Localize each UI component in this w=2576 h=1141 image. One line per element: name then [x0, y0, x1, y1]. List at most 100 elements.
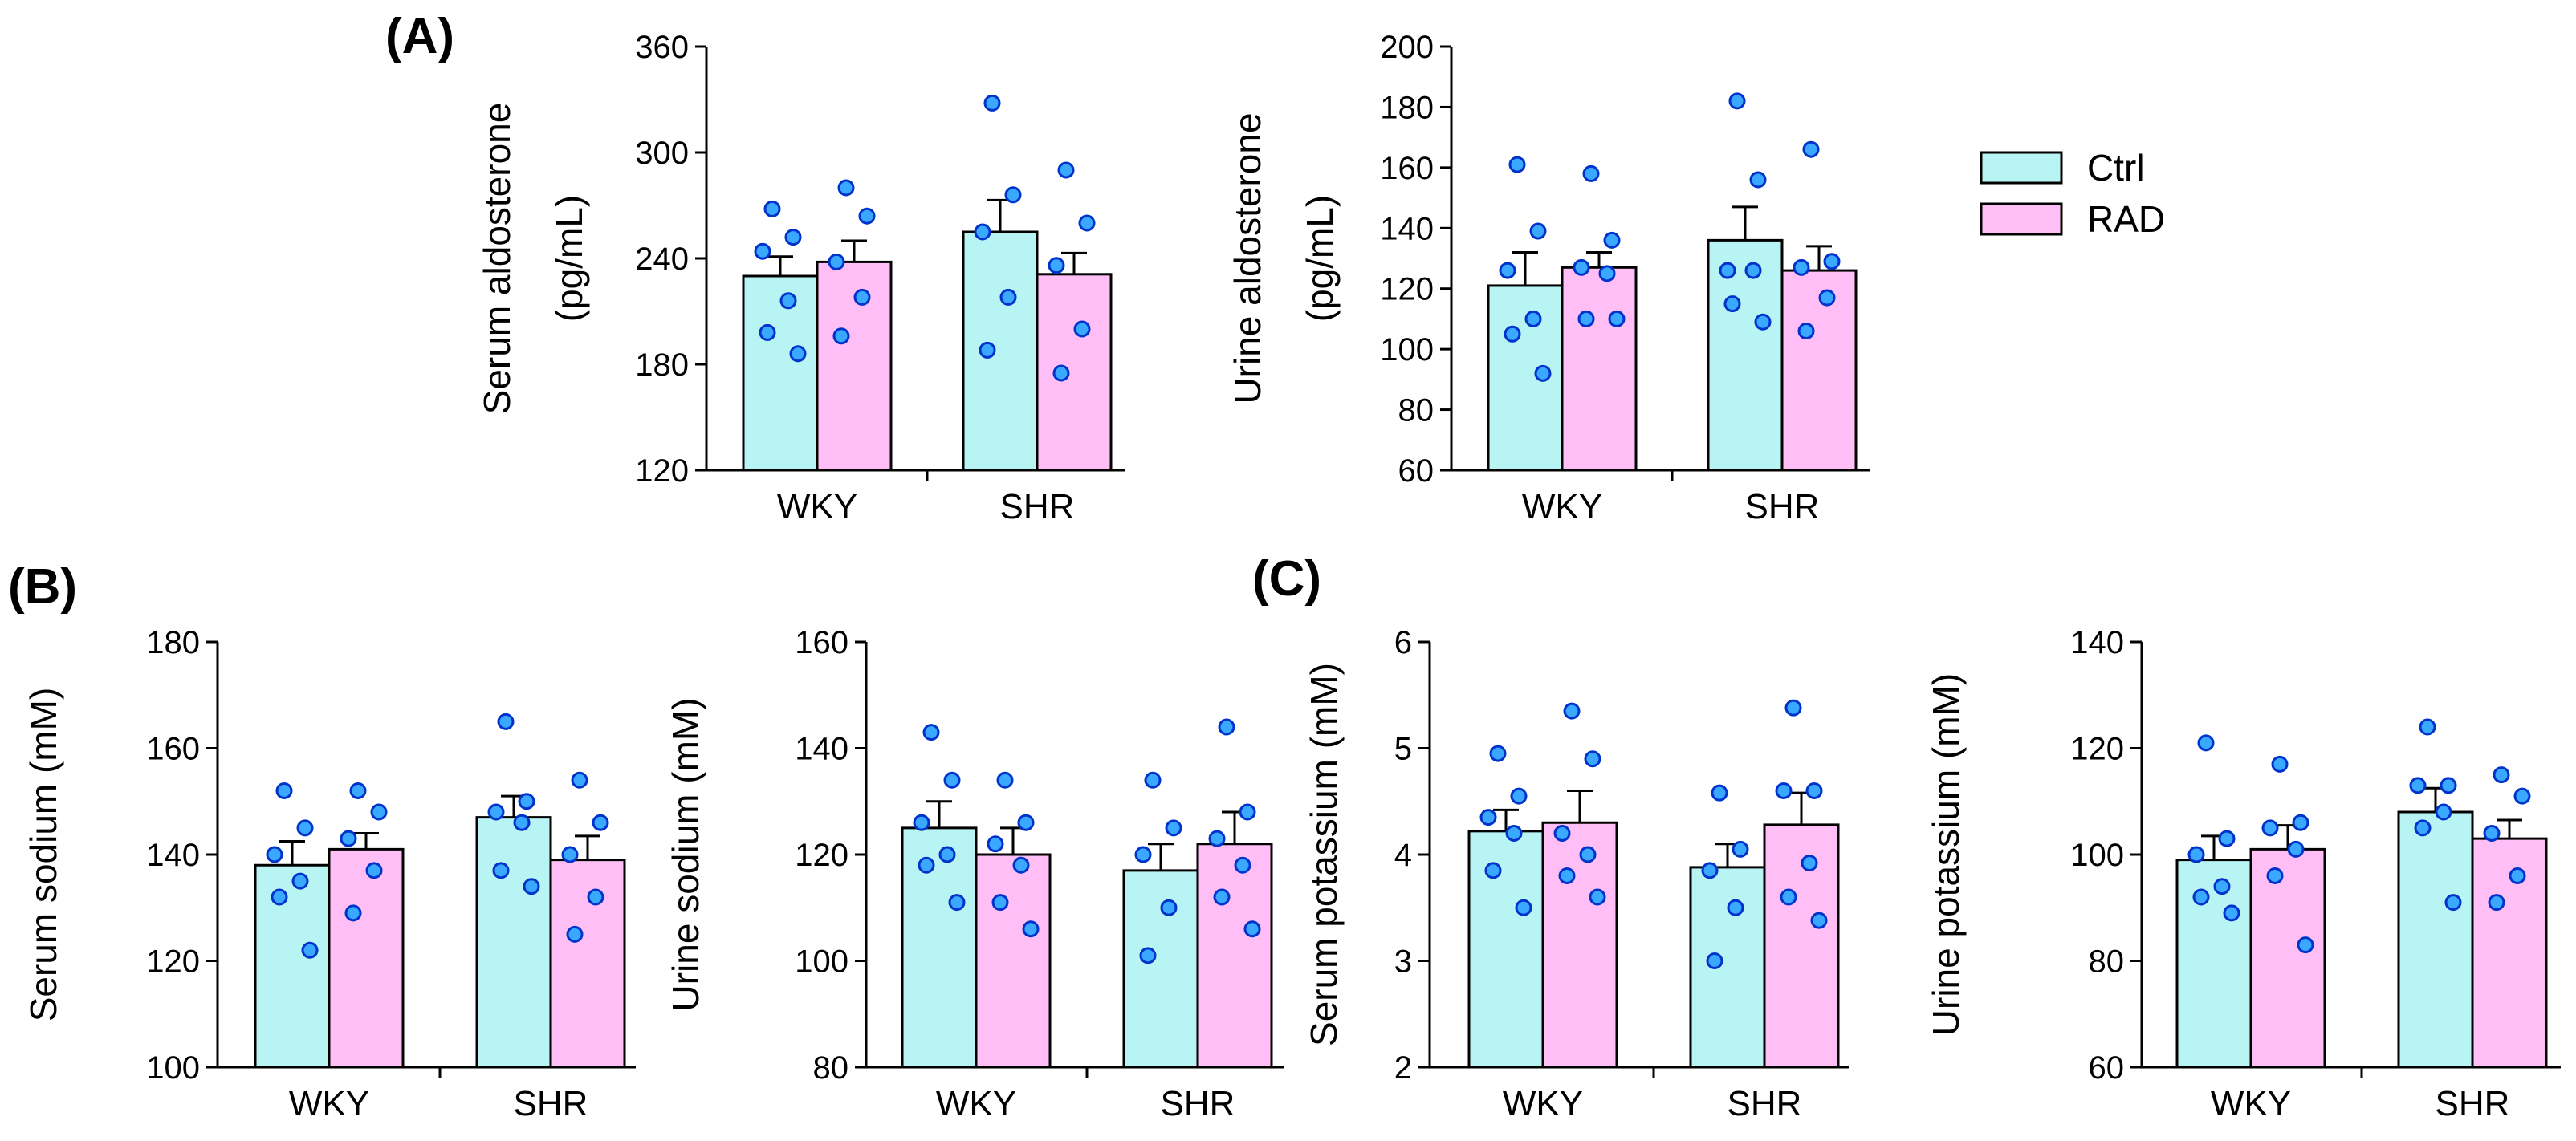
y-axis-label: (pg/mL) — [548, 195, 590, 322]
y-tick-label: 300 — [635, 136, 689, 171]
data-point — [1239, 803, 1256, 821]
y-tick-label: 2 — [1394, 1050, 1412, 1086]
data-point — [1797, 323, 1815, 340]
panel-label-a: (A) — [385, 9, 454, 64]
data-point — [340, 830, 357, 847]
y-tick-label: 100 — [2070, 838, 2124, 873]
y-axis-label: (pg/mL) — [1299, 195, 1341, 322]
data-point — [1508, 156, 1526, 173]
bar-rad-shr — [2471, 837, 2548, 1069]
data-point — [518, 793, 535, 810]
data-point — [987, 835, 1004, 853]
data-point — [1558, 867, 1576, 884]
chart-4: 80 100 120 140 160 Urine sodium (mM) WKY SHR — [665, 625, 1284, 1123]
bar-rad-wky — [328, 847, 405, 1069]
data-point — [2218, 830, 2236, 847]
data-point — [1017, 814, 1035, 831]
data-point — [1780, 888, 1797, 906]
y-tick-label: 120 — [635, 453, 689, 489]
data-point — [2414, 819, 2432, 837]
bar-ctrl-wky — [2175, 859, 2252, 1069]
data-point — [592, 814, 609, 831]
data-point — [1719, 262, 1736, 279]
y-tick-label: 6 — [1394, 625, 1412, 660]
data-point — [2513, 787, 2531, 805]
y-tick-label: 120 — [146, 944, 200, 980]
data-point — [2266, 867, 2284, 884]
data-point — [1589, 888, 1606, 906]
x-tick-label: WKY — [289, 1084, 369, 1123]
chart-5: 2 3 4 5 6 Serum potassium (mM) WKY SHR — [1303, 625, 1849, 1123]
data-point — [1139, 947, 1157, 964]
data-point — [828, 253, 845, 270]
bar-ctrl-shr — [962, 230, 1039, 472]
data-point — [1134, 846, 1152, 863]
data-point — [922, 724, 940, 741]
data-point — [349, 782, 367, 799]
data-point — [296, 819, 314, 837]
data-point — [1603, 231, 1621, 249]
data-point — [1801, 855, 1818, 872]
bar-rad-wky — [975, 853, 1052, 1069]
data-point — [1582, 164, 1600, 182]
data-point — [2213, 878, 2231, 895]
bar-rad-shr — [1763, 823, 1840, 1069]
bar-rad-wky — [816, 260, 893, 472]
data-point — [1711, 784, 1728, 802]
data-point — [943, 771, 961, 789]
x-tick-label: WKY — [2211, 1084, 2291, 1123]
y-tick-label: 4 — [1394, 838, 1412, 873]
data-point — [763, 200, 781, 217]
bar-rad-shr — [1036, 273, 1113, 472]
data-point — [1234, 856, 1251, 874]
data-point — [1208, 830, 1226, 847]
y-tick-label: 240 — [635, 242, 689, 277]
data-point — [1160, 899, 1178, 916]
y-tick-label: 180 — [635, 347, 689, 383]
data-point — [2197, 734, 2215, 752]
data-point — [1775, 782, 1793, 799]
data-point — [1057, 161, 1075, 179]
data-point — [1510, 787, 1528, 805]
data-point — [1793, 258, 1810, 276]
data-point — [759, 323, 776, 341]
data-point — [2292, 814, 2309, 831]
data-point — [974, 223, 991, 241]
data-point — [1144, 771, 1162, 789]
chart-2: 60 80 100 120 140 160 180 200 Urine aldosterone (… — [1227, 30, 1870, 526]
data-point — [2419, 718, 2436, 736]
data-point — [1213, 888, 1231, 906]
panel-label-c: (C) — [1252, 551, 1321, 607]
data-point — [513, 814, 531, 831]
data-point — [837, 179, 855, 197]
y-tick-label: 100 — [795, 944, 848, 980]
data-point — [1484, 862, 1502, 879]
data-point — [1553, 825, 1571, 842]
data-point — [938, 846, 956, 863]
y-tick-label: 60 — [1398, 453, 1435, 489]
data-point — [1805, 782, 1823, 799]
data-point — [2192, 888, 2210, 906]
data-point — [487, 803, 505, 821]
bar-ctrl-wky — [254, 863, 331, 1069]
data-point — [2435, 803, 2452, 821]
data-point — [1754, 313, 1772, 331]
data-point — [1573, 258, 1590, 276]
bar-ctrl-wky — [901, 826, 978, 1069]
data-point — [1818, 289, 1836, 307]
data-point — [1701, 862, 1719, 879]
y-axis-label: Urine sodium (mM) — [665, 697, 706, 1011]
data-point — [2287, 840, 2305, 858]
data-point — [1563, 702, 1581, 720]
x-tick-label: WKY — [1503, 1084, 1583, 1123]
y-tick-label: 160 — [146, 732, 200, 767]
data-point — [1073, 320, 1091, 338]
data-point — [291, 872, 309, 890]
data-point — [2488, 894, 2505, 912]
data-point — [991, 894, 1009, 912]
x-tick-label: SHR — [1161, 1084, 1235, 1123]
data-point — [1489, 745, 1507, 762]
data-point — [1243, 920, 1261, 938]
y-tick-label: 80 — [813, 1050, 849, 1086]
data-point — [1727, 899, 1744, 916]
